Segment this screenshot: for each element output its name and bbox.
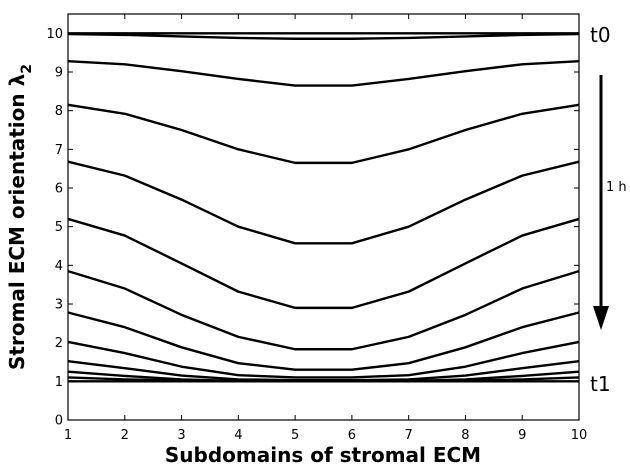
series-line-6 — [67, 217, 580, 310]
y-axis-title-main: Stromal ECM orientation λ — [5, 73, 29, 370]
x-ticks: 1 2 3 4 5 6 7 8 9 10 — [64, 14, 587, 443]
y-ticks: 0 1 2 3 4 5 6 7 8 9 10 — [46, 27, 579, 429]
time-arrow-head — [593, 306, 609, 330]
y-axis-title-subscript: 2 — [19, 64, 35, 74]
y-tick-label: 7 — [55, 143, 63, 158]
x-axis-title: Subdomains of stromal ECM — [165, 443, 481, 467]
y-tick-label: 9 — [55, 66, 63, 81]
x-tick-label: 9 — [518, 428, 526, 443]
plot-frame — [67, 13, 580, 421]
start-time-label: t0 — [590, 23, 611, 47]
series-line-5 — [67, 160, 580, 245]
x-tick-label: 7 — [405, 428, 413, 443]
y-tick-label: 6 — [55, 182, 63, 197]
series-line-9 — [67, 340, 580, 379]
x-tick-label: 5 — [291, 428, 299, 443]
series-line-2 — [67, 32, 580, 40]
x-tick-label: 3 — [177, 428, 185, 443]
y-tick-label: 4 — [55, 259, 63, 274]
series-line-8 — [67, 311, 580, 371]
x-tick-label: 6 — [348, 428, 356, 443]
y-tick-label: 3 — [55, 298, 63, 313]
x-tick-label: 10 — [571, 428, 588, 443]
y-tick-label: 8 — [55, 104, 63, 119]
y-tick-label: 5 — [55, 220, 63, 235]
end-time-label: t1 — [590, 372, 611, 396]
series-line-4 — [67, 103, 580, 165]
y-axis-title: Stromal ECM orientation λ2 — [5, 64, 35, 370]
y-tick-label: 10 — [46, 27, 63, 42]
x-tick-label: 1 — [64, 428, 72, 443]
x-tick-label: 4 — [234, 428, 242, 443]
time-arrow — [593, 75, 609, 330]
series-line-3 — [67, 59, 580, 87]
y-tick-label: 1 — [55, 375, 63, 390]
y-tick-label: 2 — [55, 336, 63, 351]
series-line-7 — [67, 269, 580, 351]
duration-label: 1 h — [606, 180, 627, 195]
y-tick-label: 0 — [55, 414, 63, 429]
x-tick-label: 8 — [461, 428, 469, 443]
x-tick-label: 2 — [121, 428, 129, 443]
plot-lines — [67, 32, 580, 383]
